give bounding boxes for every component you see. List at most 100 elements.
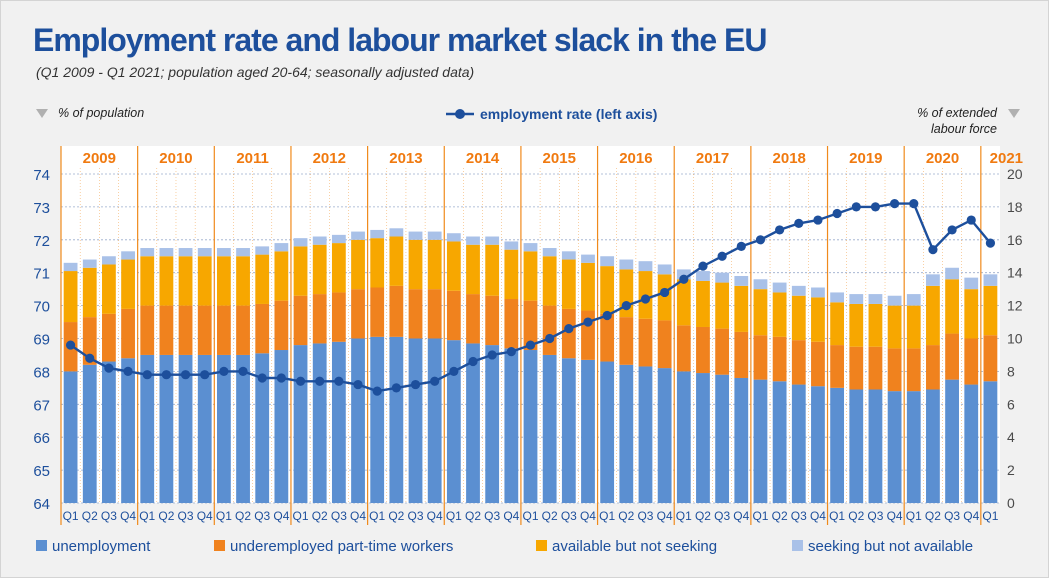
bar-available bbox=[216, 256, 231, 306]
bar-underemployed bbox=[427, 289, 442, 339]
employment-rate-point bbox=[966, 215, 976, 225]
bar-available bbox=[887, 305, 902, 349]
year-label: 2015 bbox=[543, 150, 576, 167]
bar-seeking bbox=[561, 251, 576, 260]
quarter-label: Q4 bbox=[503, 509, 519, 523]
bar-available bbox=[370, 238, 385, 288]
employment-rate-point bbox=[698, 261, 708, 271]
bar-available bbox=[964, 289, 979, 339]
bar-underemployed bbox=[370, 287, 385, 337]
employment-rate-point bbox=[315, 376, 325, 386]
quarter-label: Q4 bbox=[657, 509, 673, 523]
bar-underemployed bbox=[791, 340, 806, 385]
bar-seeking bbox=[427, 231, 442, 240]
employment-rate-point bbox=[564, 324, 574, 334]
employment-rate-point bbox=[180, 370, 191, 380]
bar-underemployed bbox=[331, 292, 346, 342]
bar-unemployment bbox=[485, 345, 500, 503]
bar-underemployed bbox=[772, 336, 787, 382]
quarter-label: Q1 bbox=[446, 509, 462, 523]
left-tick-label: 67 bbox=[33, 397, 50, 414]
bar-underemployed bbox=[159, 305, 174, 355]
year-label: 2010 bbox=[159, 150, 192, 167]
right-axis-label-line1: % of extended bbox=[917, 106, 998, 120]
bar-underemployed bbox=[887, 348, 902, 392]
bar-unemployment bbox=[293, 345, 308, 503]
bar-seeking bbox=[159, 248, 174, 257]
bar-unemployment bbox=[121, 358, 135, 503]
quarter-label: Q2 bbox=[235, 509, 251, 523]
employment-rate-point bbox=[890, 199, 900, 209]
employment-rate-point bbox=[640, 294, 651, 304]
bar-unemployment bbox=[811, 386, 825, 503]
bar-seeking bbox=[216, 248, 231, 257]
bar-unemployment bbox=[82, 364, 97, 503]
left-tick-label: 69 bbox=[33, 332, 50, 349]
bar-available bbox=[504, 249, 519, 300]
bar-seeking bbox=[772, 282, 787, 293]
bar-underemployed bbox=[849, 346, 864, 390]
employment-rate-point bbox=[813, 215, 823, 225]
bar-seeking bbox=[370, 229, 385, 239]
bar-unemployment bbox=[102, 361, 116, 503]
bar-available bbox=[676, 279, 691, 326]
employment-rate-point bbox=[295, 376, 306, 386]
year-label: 2016 bbox=[619, 150, 652, 167]
bar-unemployment bbox=[581, 359, 595, 503]
bar-available bbox=[236, 256, 250, 306]
bar-available bbox=[849, 303, 864, 347]
quarter-label: Q1 bbox=[906, 509, 922, 523]
bar-unemployment bbox=[772, 381, 787, 503]
bar-unemployment bbox=[446, 340, 461, 503]
bar-seeking bbox=[82, 259, 97, 268]
bar-unemployment bbox=[600, 361, 615, 503]
bar-seeking bbox=[63, 262, 78, 272]
right-tick-label: 10 bbox=[1007, 331, 1023, 347]
quarter-label: Q4 bbox=[350, 509, 366, 523]
bar-unemployment bbox=[523, 350, 538, 503]
right-axis-label-line2: labour force bbox=[931, 122, 997, 136]
legend-label-unemployment: unemployment bbox=[52, 538, 151, 555]
left-axis-label: % of population bbox=[58, 106, 144, 120]
bar-unemployment bbox=[159, 354, 174, 503]
bar-seeking bbox=[830, 292, 845, 303]
employment-rate-point bbox=[123, 366, 133, 376]
bar-underemployed bbox=[351, 289, 365, 339]
bar-seeking bbox=[255, 246, 270, 255]
quarter-label: Q2 bbox=[695, 509, 711, 523]
bar-seeking bbox=[964, 277, 979, 290]
bar-seeking bbox=[906, 294, 921, 306]
bar-underemployed bbox=[657, 320, 672, 369]
bar-unemployment bbox=[427, 338, 442, 503]
quarter-label: Q4 bbox=[810, 509, 826, 523]
employment-rate-point bbox=[832, 208, 842, 219]
employment-rate-point bbox=[909, 199, 919, 209]
bar-available bbox=[715, 282, 730, 329]
right-tick-label: 16 bbox=[1007, 232, 1023, 248]
right-tick-label: 4 bbox=[1007, 429, 1015, 445]
quarter-label: Q2 bbox=[465, 509, 481, 523]
bar-available bbox=[561, 259, 576, 309]
bar-underemployed bbox=[178, 305, 193, 355]
year-label: 2017 bbox=[696, 150, 729, 167]
bar-underemployed bbox=[638, 318, 653, 367]
bar-underemployed bbox=[312, 294, 327, 344]
employment-rate-point bbox=[621, 301, 631, 311]
bar-underemployed bbox=[830, 345, 845, 388]
bar-seeking bbox=[408, 231, 423, 240]
bar-underemployed bbox=[926, 345, 940, 390]
employment-rate-point bbox=[372, 386, 382, 396]
legend-label-seeking: seeking but not available bbox=[808, 538, 973, 555]
bar-unemployment bbox=[63, 371, 78, 503]
bar-underemployed bbox=[542, 305, 557, 355]
year-label: 2018 bbox=[773, 150, 806, 167]
bar-available bbox=[791, 295, 806, 341]
bar-underemployed bbox=[811, 341, 825, 387]
employment-rate-point bbox=[736, 241, 746, 251]
bar-available bbox=[389, 236, 404, 286]
bar-unemployment bbox=[906, 391, 921, 503]
bar-underemployed bbox=[734, 331, 749, 378]
bar-available bbox=[178, 256, 193, 306]
bar-seeking bbox=[887, 295, 902, 306]
quarter-label: Q2 bbox=[312, 509, 328, 523]
